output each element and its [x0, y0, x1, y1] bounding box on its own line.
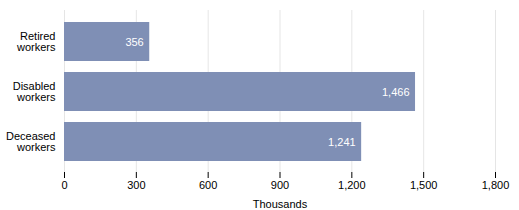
- svg-text:1,466: 1,466: [382, 86, 410, 98]
- svg-text:1,800: 1,800: [482, 179, 510, 191]
- svg-text:356: 356: [125, 36, 143, 48]
- svg-text:900: 900: [271, 179, 289, 191]
- svg-text:1,200: 1,200: [338, 179, 366, 191]
- svg-text:Thousands: Thousands: [253, 198, 308, 210]
- svg-text:300: 300: [127, 179, 145, 191]
- svg-text:Disabledworkers: Disabledworkers: [13, 80, 56, 103]
- svg-text:1,241: 1,241: [328, 136, 356, 148]
- svg-text:Retiredworkers: Retiredworkers: [16, 30, 56, 53]
- svg-text:Deceasedworkers: Deceasedworkers: [6, 130, 56, 153]
- svg-text:0: 0: [61, 179, 67, 191]
- svg-text:1,500: 1,500: [410, 179, 438, 191]
- svg-text:600: 600: [199, 179, 217, 191]
